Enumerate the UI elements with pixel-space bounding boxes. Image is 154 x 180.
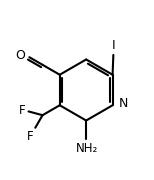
Text: F: F [27,130,34,143]
Text: NH₂: NH₂ [76,142,98,155]
Text: N: N [119,97,128,110]
Text: F: F [19,104,26,118]
Text: O: O [16,50,26,62]
Text: I: I [111,39,115,52]
